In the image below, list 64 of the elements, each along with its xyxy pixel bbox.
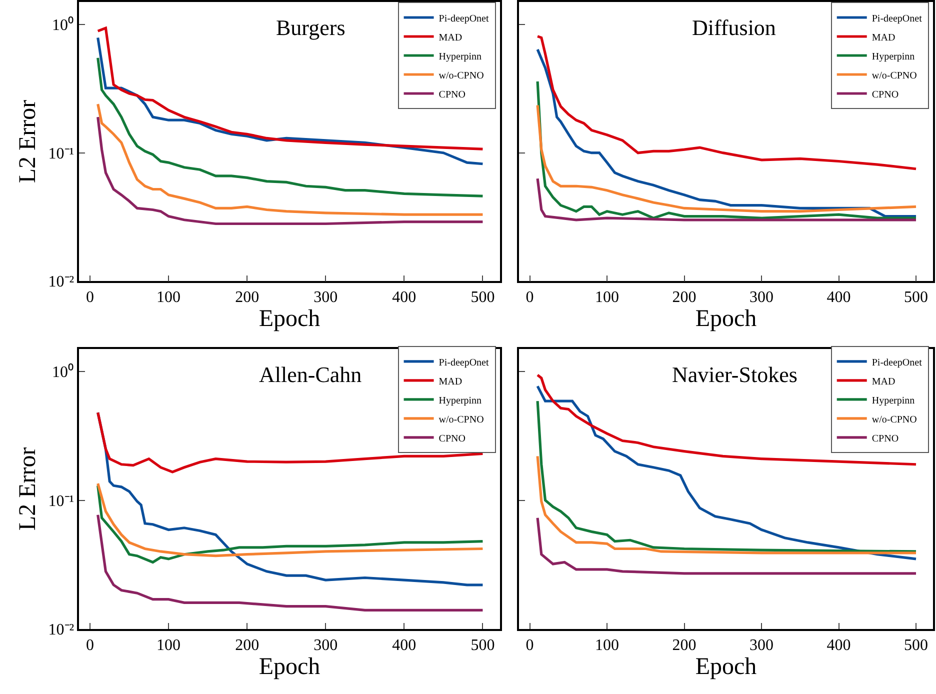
x-tick-label: 500	[470, 636, 495, 654]
line-series	[96, 116, 484, 226]
y-tick-label: 10⁻²	[48, 622, 74, 639]
legend-label: Hyperpinn	[438, 51, 482, 62]
x-tick-label: 0	[526, 636, 534, 654]
x-tick-label: 500	[470, 289, 495, 306]
y-axis-title: L2 Error	[14, 100, 41, 184]
x-tick-label: 400	[392, 636, 416, 654]
x-axis-title: Epoch	[695, 654, 757, 680]
x-axis-title: Epoch	[258, 654, 320, 680]
legend-label: Pi-deepOnet	[438, 13, 489, 24]
text: Allen-Cahn	[259, 362, 362, 387]
legend-label: Hyperpinn	[872, 395, 915, 406]
x-tick-label: 400	[826, 636, 851, 654]
line-series	[96, 411, 484, 474]
x-tick-label: 100	[156, 289, 181, 306]
x-tick-label: 300	[750, 636, 774, 654]
x-tick-label: 100	[595, 636, 620, 654]
x-tick-label: 400	[826, 289, 851, 306]
x-tick-label: 200	[235, 289, 260, 306]
y-tick-label: 10⁰	[52, 363, 74, 382]
x-tick-label: 400	[392, 289, 416, 306]
legend-label: w/o-CPNO	[438, 70, 484, 82]
legend-label: Pi-deepOnet	[872, 357, 922, 368]
y-tick-label: 10⁻¹	[48, 145, 74, 162]
x-tick-label: 100	[595, 289, 620, 306]
legend-label: MAD	[438, 32, 462, 44]
x-tick-label: 0	[526, 289, 534, 306]
y-tick-label: 10⁻²	[48, 274, 74, 291]
text: Burgers	[276, 15, 346, 40]
x-tick-label: 200	[235, 636, 260, 654]
y-axis-title: L2 Error	[14, 447, 41, 531]
legend-label: Pi-deepOnet	[438, 357, 489, 368]
text: Diffusion	[692, 15, 776, 40]
legend-label: CPNO	[872, 433, 899, 444]
x-tick-label: 100	[156, 636, 181, 654]
x-axis-title: Epoch	[258, 306, 320, 332]
legend-label: MAD	[872, 32, 896, 44]
x-tick-label: 300	[314, 289, 338, 306]
x-tick-label: 0	[86, 289, 94, 306]
legend-label: CPNO	[872, 89, 899, 100]
y-tick-label: 10⁻¹	[48, 492, 74, 510]
legend-label: MAD	[872, 376, 896, 388]
y-tick-label: 10⁰	[52, 16, 74, 34]
line-series	[96, 514, 484, 612]
text: Navier-Stokes	[672, 362, 798, 387]
legend-label: Hyperpinn	[872, 51, 915, 62]
x-tick-label: 0	[86, 636, 94, 654]
x-tick-label: 500	[904, 636, 928, 654]
legend-label: w/o-CPNO	[872, 414, 917, 426]
x-tick-label: 300	[750, 289, 774, 306]
legend-label: CPNO	[438, 433, 466, 444]
legend-label: w/o-CPNO	[872, 70, 917, 82]
legend-label: Pi-deepOnet	[872, 13, 922, 24]
legend-label: Hyperpinn	[438, 395, 482, 406]
legend-label: MAD	[438, 376, 462, 388]
x-tick-label: 200	[672, 636, 696, 654]
x-tick-label: 500	[904, 289, 928, 306]
line-series	[96, 102, 484, 216]
legend-label: w/o-CPNO	[438, 414, 484, 426]
legend-label: CPNO	[438, 89, 466, 100]
x-axis-title: Epoch	[695, 306, 757, 332]
x-tick-label: 200	[672, 289, 696, 306]
x-tick-label: 300	[314, 636, 338, 654]
